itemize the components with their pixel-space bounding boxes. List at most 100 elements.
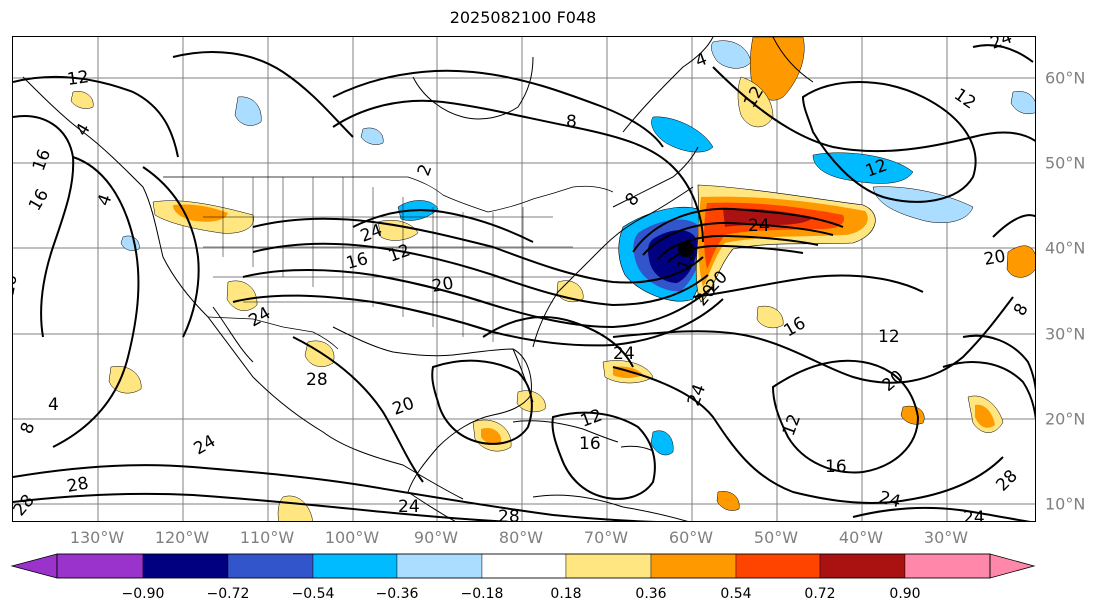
- contour-m: [657, 234, 819, 260]
- shade-neg-labrador: [711, 40, 752, 69]
- lon-label: 100°W: [324, 528, 380, 547]
- contour-label: 20: [430, 273, 455, 296]
- contour-c: [52, 156, 140, 448]
- contour-v: [13, 492, 512, 521]
- lat-label: 60°N: [1045, 68, 1086, 88]
- colorbar-tick: −0.18: [460, 586, 504, 602]
- contour-label: 16: [29, 147, 55, 174]
- lon-label: 50°W: [753, 528, 799, 547]
- contour-label: 24: [191, 431, 220, 459]
- contour-ad: [852, 506, 1031, 521]
- contour-label: 28: [992, 466, 1021, 495]
- shade-pos-pacific: [108, 366, 142, 394]
- contour-label: 28: [65, 473, 90, 496]
- lon-label: 70°W: [583, 528, 629, 547]
- contour-ac: [972, 44, 1034, 63]
- lat-label: 50°N: [1045, 153, 1086, 173]
- contour-x: [431, 359, 533, 445]
- contour-label: 24: [613, 344, 635, 364]
- contour-label: 4: [72, 120, 95, 139]
- contour-label: 20: [982, 246, 1007, 269]
- contour-label: 8: [622, 189, 644, 210]
- shade-pos-east-atlantic-core: [975, 404, 995, 428]
- contour-f: [332, 69, 664, 148]
- contour-k: [632, 207, 844, 253]
- lon-label: 60°W: [668, 528, 714, 547]
- colorbar-segment: [396, 553, 483, 579]
- border-us-mexico: [207, 316, 339, 350]
- contour-label: 20: [878, 367, 907, 396]
- colorbar-segment: [312, 553, 398, 579]
- contour-t: [771, 359, 920, 474]
- lat-label: 30°N: [1045, 324, 1086, 344]
- coast-south-america: [532, 494, 688, 521]
- coast-hispaniola: [620, 445, 654, 452]
- colorbar-tick: 0.36: [635, 586, 667, 602]
- contour-label: 28: [306, 370, 328, 390]
- colorbar-segment: [735, 553, 821, 579]
- contour-label: 4: [693, 49, 710, 71]
- colorbar-over-triangle: [989, 553, 1036, 579]
- contour-b: [13, 115, 75, 338]
- coast-central-america: [407, 491, 456, 521]
- contour-o: [692, 274, 924, 298]
- lon-label: 120°W: [154, 528, 210, 547]
- shade-pos-east: [1006, 245, 1035, 278]
- lon-label: 110°W: [239, 528, 295, 547]
- contour-label: 12: [779, 412, 805, 439]
- contour-label: 24: [963, 508, 985, 522]
- contour-e: [332, 99, 704, 243]
- map-canvas: 12 8 4 16 2 24 12 16 24 8 4 12 24 20 16 …: [13, 37, 1035, 522]
- contour-label: 4: [48, 395, 59, 415]
- contour-ae: [142, 166, 200, 338]
- contour-h: [252, 242, 709, 307]
- shade-neg-newfoundland: [651, 116, 714, 153]
- contour-i: [242, 269, 714, 329]
- lon-label: 130°W: [69, 528, 125, 547]
- contour-label: 8: [566, 112, 577, 132]
- shade-neg-east: [1010, 91, 1035, 115]
- contour-aa: [962, 334, 1035, 391]
- colorbar-segment: [142, 553, 229, 579]
- contour-l: [642, 221, 834, 256]
- contour-g: [252, 217, 704, 284]
- colorbar-tick: 0.90: [889, 586, 921, 602]
- colorbar-tick: 0.54: [720, 586, 752, 602]
- contour-label: 16: [825, 457, 847, 477]
- contour-d: [172, 51, 354, 138]
- colorbar: [10, 553, 1036, 579]
- contour-label: 24: [748, 216, 770, 236]
- contour-label: 28: [13, 491, 39, 520]
- lat-label: 20°N: [1045, 409, 1086, 429]
- border-us-canada: [163, 176, 614, 213]
- colorbar-segment: [565, 553, 652, 579]
- colorbar-segment: [56, 553, 144, 579]
- colorbar-tick: 0.18: [550, 586, 582, 602]
- contour-label: 24: [684, 382, 710, 409]
- lon-label: 30°W: [923, 528, 969, 547]
- lat-label: 10°N: [1045, 494, 1086, 514]
- contour-label: 12: [950, 85, 979, 114]
- colorbar-tick: −0.72: [206, 586, 250, 602]
- lat-label: 40°N: [1045, 238, 1086, 258]
- coast-hudson: [412, 56, 534, 120]
- contour-label: 16: [13, 273, 22, 298]
- contour-label: 28: [498, 507, 520, 522]
- coast-labrador: [622, 37, 714, 133]
- contour-label: 16: [344, 249, 370, 274]
- coast-greenland: [772, 37, 814, 83]
- contour-label: 4: [94, 192, 116, 209]
- shade-pos-southatl: [716, 491, 740, 511]
- contour-label: 8: [1010, 300, 1033, 319]
- shade-pos-central-atlantic: [900, 405, 925, 425]
- shade-pos-south: [277, 495, 313, 521]
- colorbar-segment: [650, 553, 737, 579]
- shade-pos-caribbean-core: [481, 427, 502, 445]
- contour-label: 12: [878, 327, 900, 347]
- contour-u: [13, 464, 660, 521]
- contour-q: [712, 66, 1035, 153]
- contour-label: 12: [386, 241, 413, 267]
- shade-neg-northatlantic-light: [872, 186, 974, 224]
- contour-ab: [992, 214, 1035, 238]
- shade-pos-greenland-light: [737, 76, 774, 128]
